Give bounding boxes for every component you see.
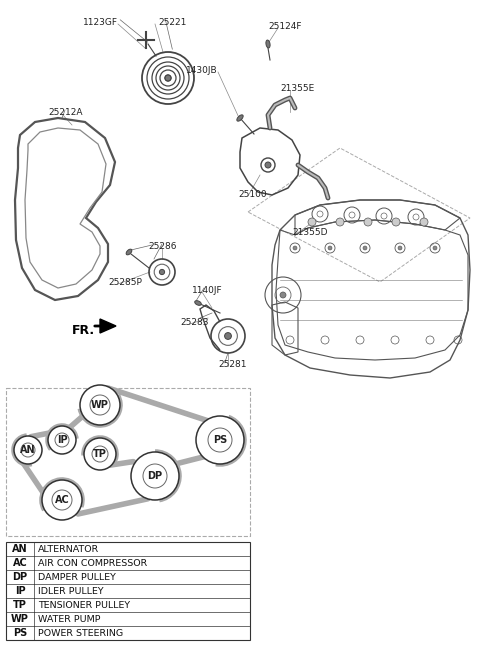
Circle shape bbox=[363, 246, 367, 250]
Text: AIR CON COMPRESSOR: AIR CON COMPRESSOR bbox=[38, 559, 147, 568]
Circle shape bbox=[280, 292, 286, 298]
Text: ALTERNATOR: ALTERNATOR bbox=[38, 544, 99, 553]
Circle shape bbox=[398, 246, 402, 250]
Circle shape bbox=[42, 480, 82, 520]
Text: 1123GF: 1123GF bbox=[83, 18, 118, 27]
Text: DAMPER PULLEY: DAMPER PULLEY bbox=[38, 573, 116, 582]
Text: 25285P: 25285P bbox=[108, 278, 142, 287]
Text: AC: AC bbox=[55, 495, 70, 505]
Text: 25124F: 25124F bbox=[268, 22, 301, 31]
Ellipse shape bbox=[126, 249, 132, 255]
Circle shape bbox=[433, 246, 437, 250]
Circle shape bbox=[131, 452, 179, 500]
Ellipse shape bbox=[266, 40, 270, 48]
Circle shape bbox=[225, 333, 231, 339]
Circle shape bbox=[364, 218, 372, 226]
Polygon shape bbox=[100, 319, 116, 333]
Text: 1140JF: 1140JF bbox=[192, 286, 223, 295]
Text: IP: IP bbox=[15, 586, 25, 596]
Text: 25212A: 25212A bbox=[48, 108, 83, 117]
Text: WP: WP bbox=[11, 614, 29, 624]
Circle shape bbox=[336, 218, 344, 226]
Ellipse shape bbox=[237, 115, 243, 121]
Circle shape bbox=[159, 270, 165, 275]
Text: 21355E: 21355E bbox=[280, 84, 314, 93]
Text: DP: DP bbox=[12, 572, 27, 582]
Text: 21355D: 21355D bbox=[292, 228, 327, 237]
Text: WATER PUMP: WATER PUMP bbox=[38, 615, 100, 624]
Text: TP: TP bbox=[13, 600, 27, 610]
Text: FR.: FR. bbox=[72, 324, 95, 337]
Text: 25100: 25100 bbox=[238, 190, 266, 199]
Text: WP: WP bbox=[91, 400, 109, 410]
Text: AC: AC bbox=[12, 558, 27, 568]
Text: DP: DP bbox=[147, 471, 163, 481]
Circle shape bbox=[165, 75, 171, 81]
Circle shape bbox=[84, 438, 116, 470]
Circle shape bbox=[196, 416, 244, 464]
Text: IDLER PULLEY: IDLER PULLEY bbox=[38, 586, 104, 595]
Text: 25283: 25283 bbox=[180, 318, 208, 327]
Circle shape bbox=[308, 218, 316, 226]
Text: POWER STEERING: POWER STEERING bbox=[38, 628, 123, 637]
Circle shape bbox=[420, 218, 428, 226]
Text: AN: AN bbox=[20, 445, 36, 455]
Text: 1430JB: 1430JB bbox=[186, 66, 218, 75]
Circle shape bbox=[48, 426, 76, 454]
Circle shape bbox=[80, 385, 120, 425]
Text: PS: PS bbox=[213, 435, 227, 445]
Text: 25281: 25281 bbox=[218, 360, 247, 369]
Circle shape bbox=[293, 246, 297, 250]
Text: IP: IP bbox=[57, 435, 67, 445]
Ellipse shape bbox=[195, 301, 201, 305]
Text: TP: TP bbox=[93, 449, 107, 459]
Text: TENSIONER PULLEY: TENSIONER PULLEY bbox=[38, 600, 130, 610]
Circle shape bbox=[14, 436, 42, 464]
Circle shape bbox=[328, 246, 332, 250]
Circle shape bbox=[392, 218, 400, 226]
Text: 25221: 25221 bbox=[158, 18, 186, 27]
Circle shape bbox=[265, 162, 271, 168]
Text: PS: PS bbox=[13, 628, 27, 638]
Text: 25286: 25286 bbox=[148, 242, 177, 251]
Text: AN: AN bbox=[12, 544, 28, 554]
